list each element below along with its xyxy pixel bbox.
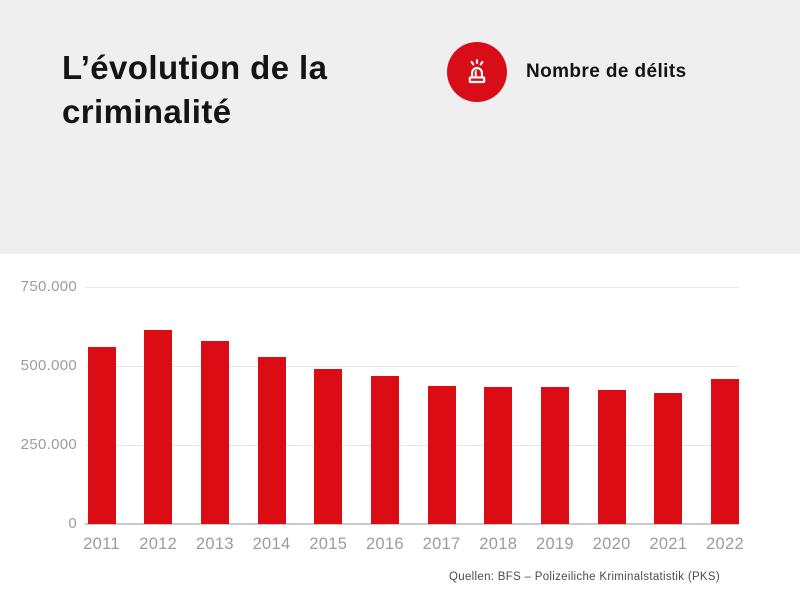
bar-2018: [484, 387, 513, 524]
x-tick-label: 2017: [422, 535, 461, 553]
bar-2014: [257, 357, 286, 524]
legend: Nombre de délits: [447, 42, 687, 102]
gridline-0: [85, 523, 739, 525]
header-band: L’évolution de la criminalité Nombre de …: [0, 0, 800, 254]
bar-2013: [200, 341, 229, 524]
y-tick-label: 500.000: [20, 357, 77, 374]
x-tick-label: 2015: [309, 535, 348, 553]
x-tick-label: 2020: [592, 535, 631, 553]
x-tick-label: 2011: [83, 535, 120, 553]
x-tick-label: 2013: [195, 535, 234, 553]
x-tick-label: 2014: [252, 535, 291, 553]
page-title: L’évolution de la criminalité: [62, 49, 328, 130]
y-tick-label: 750.000: [20, 278, 77, 295]
x-tick-label: 2022: [706, 535, 744, 553]
source-note: Quellen: BFS – Polizeiliche Kriminalstat…: [449, 571, 720, 583]
bar-2016: [370, 376, 399, 524]
legend-label: Nombre de délits: [526, 61, 687, 82]
x-tick-label: 2012: [139, 535, 178, 553]
siren-icon: [447, 42, 507, 102]
bar-2021: [654, 393, 683, 524]
x-tick-label: 2018: [479, 535, 518, 553]
bar-2011: [87, 347, 116, 524]
y-tick-label: 0: [68, 515, 77, 532]
y-tick-label: 250.000: [20, 436, 77, 453]
x-tick-label: 2016: [365, 535, 404, 553]
x-tick-label: 2021: [649, 535, 688, 553]
bar-2019: [540, 387, 569, 524]
gridline-500000: [85, 366, 739, 367]
bar-chart: 750.000 500.000 250.000 0 2011 2012 2013 2014 20…: [0, 254, 800, 600]
bar-2022: [710, 379, 739, 524]
gridline-250000: [85, 445, 739, 446]
bar-2012: [144, 330, 173, 524]
bar-2017: [427, 386, 456, 524]
bar-2015: [314, 369, 343, 524]
x-tick-label: 2019: [535, 535, 574, 553]
gridline-750000: [85, 287, 739, 288]
bar-2020: [597, 390, 626, 524]
